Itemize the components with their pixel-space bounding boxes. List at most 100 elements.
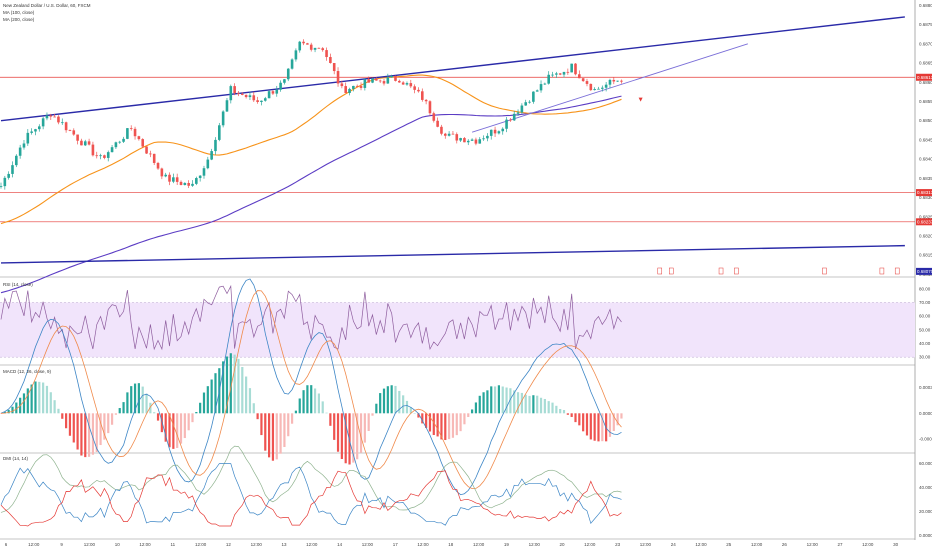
time-tick: 10 — [115, 542, 121, 547]
candle-body — [359, 86, 363, 88]
macd-histogram-bar — [578, 413, 581, 426]
candle — [466, 139, 470, 146]
time-tick: 12:00 — [28, 542, 40, 547]
time-tick: 13 — [281, 542, 287, 547]
candle — [512, 110, 516, 122]
macd-histogram-bar — [118, 408, 121, 414]
candle — [574, 62, 577, 76]
price-marker-value: 0.68613 — [917, 75, 932, 80]
candle — [378, 79, 382, 83]
legend: New Zealand Dollar / U.S. Dollar, 60, FX… — [3, 3, 91, 22]
candle — [160, 167, 164, 180]
candle — [562, 71, 566, 78]
candle — [497, 130, 501, 135]
rsi-band — [0, 302, 915, 358]
macd-histogram-bar — [585, 413, 589, 436]
macd-histogram-bar — [195, 411, 198, 414]
candle-body — [110, 147, 114, 153]
candle — [172, 173, 175, 184]
candle — [156, 161, 160, 170]
event-flag-icon — [894, 267, 900, 275]
price-axis[interactable]: 0.68800 0.68750 0.68700 0.68650 0.68600 0.685… — [916, 3, 932, 277]
macd-histogram-bar — [298, 398, 301, 414]
candle-body — [267, 91, 271, 99]
candle-body — [367, 79, 370, 83]
time-tick: 20 — [559, 542, 565, 547]
rsi-line — [0, 284, 622, 351]
candle-body — [440, 126, 443, 134]
time-tick: 12:00 — [195, 542, 207, 547]
time-axis[interactable]: 6 12:00 9 12:00 10 12:00 11 12:00 12 12:00 13 12:00… — [5, 542, 899, 547]
candle-body — [221, 111, 225, 126]
rsi-pane[interactable]: 80.00 70.00 60.00 50.00 40.00 30.00 — [0, 284, 931, 360]
macd-histogram-bar — [91, 413, 95, 455]
rsi-label: RSI (14, close) — [3, 282, 33, 287]
macd-histogram-bar — [107, 413, 110, 434]
time-tick: 12:00 — [640, 542, 652, 547]
macd-histogram-bar — [126, 392, 129, 414]
candle — [394, 75, 397, 82]
candle-body — [298, 41, 302, 51]
candle — [367, 76, 370, 83]
price-marker-value: 0.68313 — [917, 190, 932, 195]
candle-body — [41, 118, 45, 127]
candle — [114, 141, 118, 150]
candle — [240, 92, 244, 96]
candle — [386, 73, 390, 84]
candle-body — [459, 138, 462, 141]
candle-body — [152, 153, 156, 163]
price-marker-value: 0.68237 — [917, 219, 932, 224]
candle-body — [463, 138, 466, 143]
candle — [355, 84, 359, 88]
macd-histogram-bar — [95, 413, 98, 453]
macd-histogram-bar — [321, 401, 324, 414]
candle — [168, 172, 171, 186]
macd-histogram-bar — [245, 376, 248, 414]
candle — [271, 89, 275, 95]
macd-histogram-bar — [593, 413, 596, 441]
macd-label: MACD (12, 26, close, 9) — [3, 369, 52, 374]
candles — [0, 39, 623, 190]
candle-body — [317, 47, 321, 49]
macd-histogram-bar — [72, 413, 75, 443]
price-tick: 0.68250 — [919, 214, 932, 219]
candle — [547, 71, 550, 85]
candle-body — [244, 94, 248, 98]
candle-body — [486, 135, 489, 139]
candle — [15, 154, 18, 168]
candle — [432, 111, 436, 123]
candle — [620, 79, 623, 84]
candle-body — [505, 119, 508, 129]
time-tick: 12:00 — [306, 542, 318, 547]
candle-body — [198, 175, 202, 179]
candle — [72, 128, 76, 136]
candle — [451, 130, 455, 135]
candle-body — [375, 78, 378, 81]
candle — [237, 91, 240, 97]
candle-body — [352, 85, 355, 89]
candle-body — [597, 88, 600, 90]
candle — [332, 62, 336, 75]
candle — [152, 153, 156, 166]
candle-body — [283, 79, 286, 83]
price-tick: 0.68450 — [919, 137, 932, 142]
candle — [103, 154, 106, 160]
macd-histogram-bar — [363, 413, 366, 443]
dmi-pane[interactable]: 60.00000 40.00000 20.00000 0.00000 — [0, 445, 932, 538]
macd-pane[interactable]: 0.00030 0.00000 -0.00030 — [0, 278, 932, 496]
macd-histogram-bar — [490, 386, 493, 414]
price-pane[interactable] — [0, 16, 915, 294]
candle-body — [455, 134, 459, 141]
macd-histogram-bar — [179, 413, 183, 444]
macd-histogram-bar — [287, 413, 290, 437]
macd-histogram-bar — [440, 413, 443, 440]
candle-body — [332, 63, 336, 72]
candle — [375, 77, 378, 81]
candle — [340, 80, 344, 89]
macd-histogram-bar — [509, 388, 512, 414]
time-tick: 18 — [448, 542, 454, 547]
candle — [187, 180, 190, 189]
candle-body — [275, 89, 279, 94]
